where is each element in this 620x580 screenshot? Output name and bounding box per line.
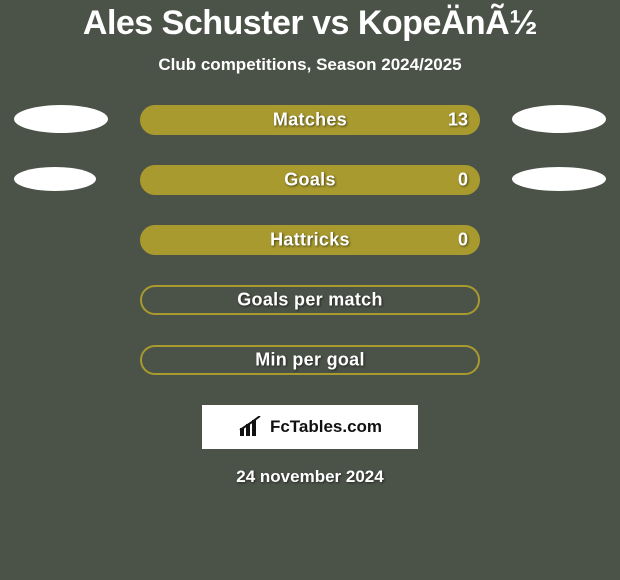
stat-value: 13 xyxy=(448,110,468,131)
stat-label: Matches xyxy=(142,110,478,131)
player-left-ellipse xyxy=(14,167,96,191)
infographic-root: Ales Schuster vs KopeÄnÃ½ Club competiti… xyxy=(0,0,620,487)
comparison-subtitle: Club competitions, Season 2024/2025 xyxy=(0,55,620,75)
source-badge-text: FcTables.com xyxy=(270,417,382,437)
stat-bar: Goals0 xyxy=(140,165,480,195)
stat-value: 0 xyxy=(458,230,468,251)
stat-row-hattricks: Hattricks0 xyxy=(0,225,620,271)
stat-bar: Min per goal xyxy=(140,345,480,375)
source-badge: FcTables.com xyxy=(202,405,418,449)
stat-label: Min per goal xyxy=(142,350,478,371)
stat-label: Hattricks xyxy=(142,230,478,251)
player-left-ellipse xyxy=(14,105,108,133)
stat-bar: Goals per match xyxy=(140,285,480,315)
comparison-title: Ales Schuster vs KopeÄnÃ½ xyxy=(0,4,620,43)
stat-row-goals-per-match: Goals per match xyxy=(0,285,620,331)
stat-row-min-per-goal: Min per goal xyxy=(0,345,620,391)
stat-bar: Hattricks0 xyxy=(140,225,480,255)
snapshot-date: 24 november 2024 xyxy=(0,467,620,487)
stat-rows: Matches13Goals0Hattricks0Goals per match… xyxy=(0,105,620,391)
stat-bar: Matches13 xyxy=(140,105,480,135)
stat-label: Goals xyxy=(142,170,478,191)
stat-row-goals: Goals0 xyxy=(0,165,620,211)
chart-icon xyxy=(238,416,264,438)
stat-label: Goals per match xyxy=(142,290,478,311)
player-right-ellipse xyxy=(512,167,606,191)
player-right-ellipse xyxy=(512,105,606,133)
stat-value: 0 xyxy=(458,170,468,191)
stat-row-matches: Matches13 xyxy=(0,105,620,151)
